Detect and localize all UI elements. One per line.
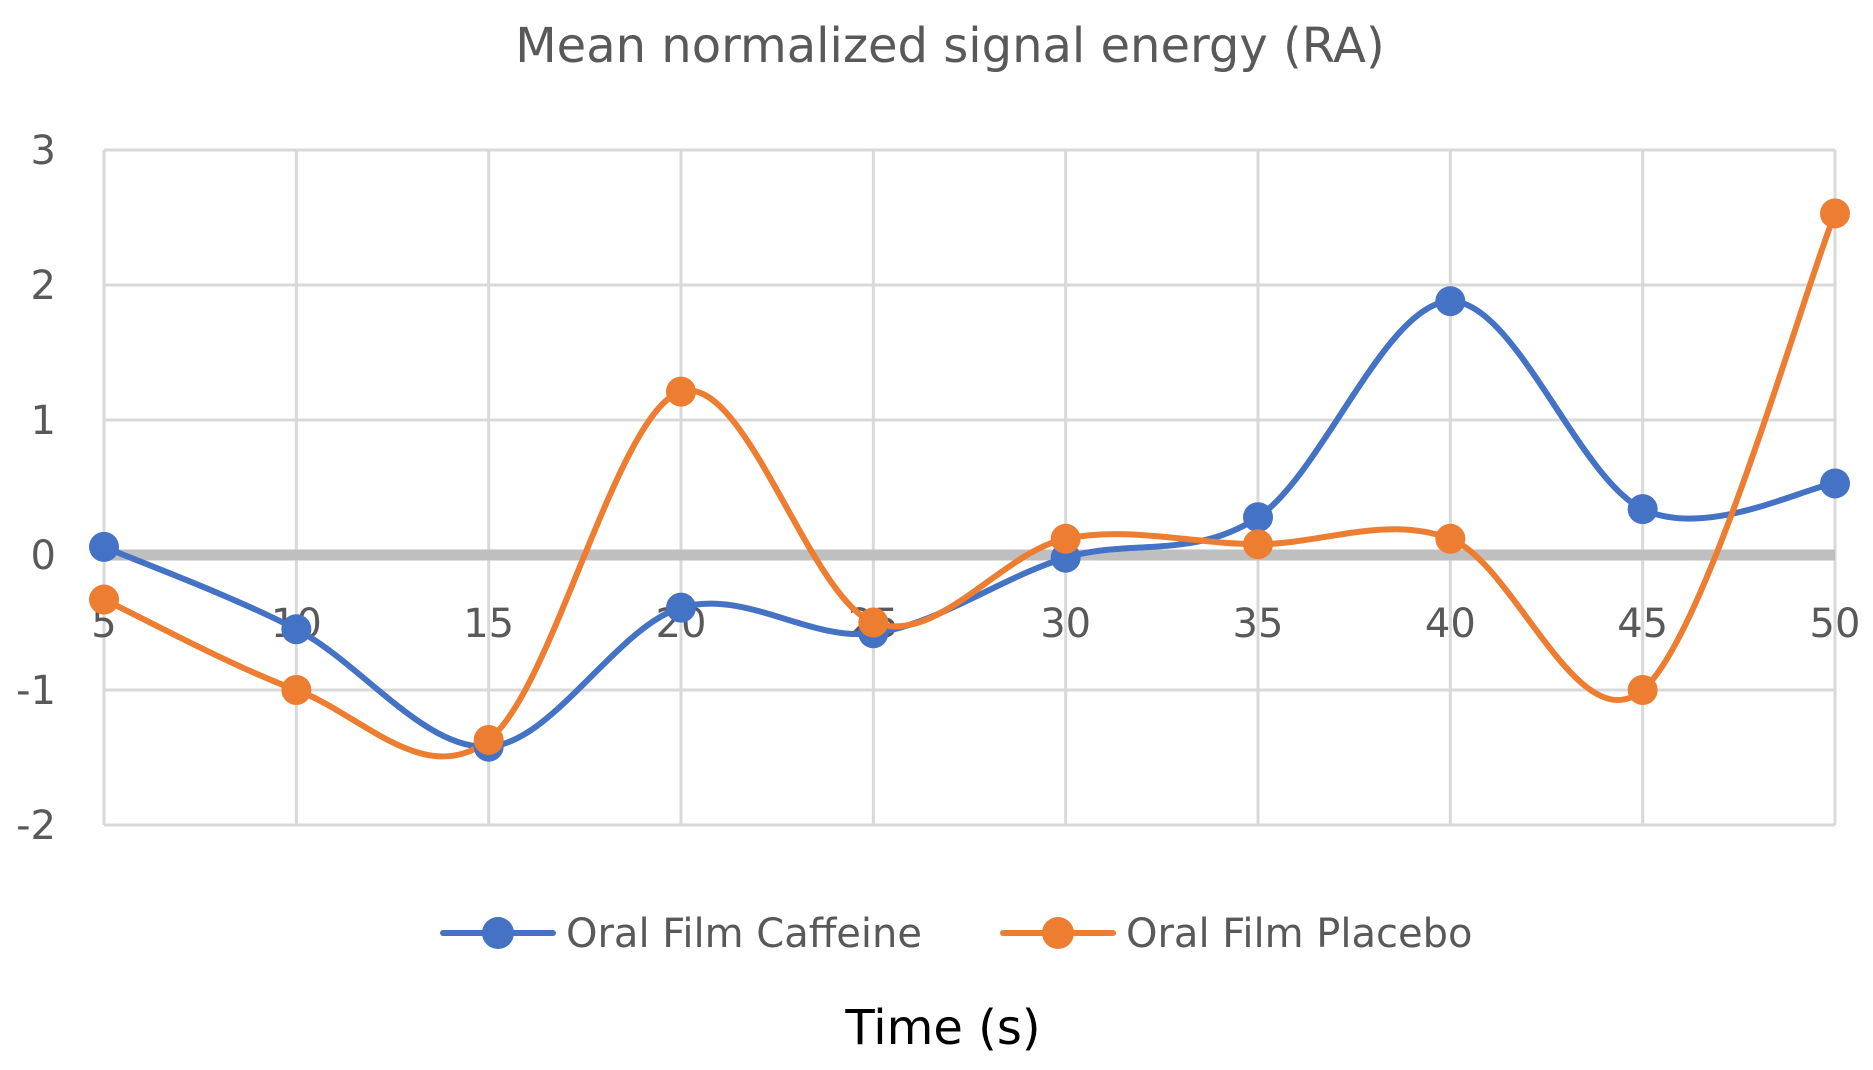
legend-label-placebo: Oral Film Placebo	[1126, 911, 1472, 957]
x-tick-label: 15	[463, 601, 514, 647]
y-tick-label: 1	[31, 398, 56, 444]
legend-item-caffeine: Oral Film Caffeine	[440, 911, 922, 957]
chart-title: Mean normalized signal energy (RA)	[515, 18, 1384, 74]
x-axis-title: Time (s)	[844, 1000, 1040, 1056]
gridlines	[102, 148, 1837, 827]
legend-item-placebo: Oral Film Placebo	[1000, 911, 1472, 957]
data-point-caffeine	[89, 531, 119, 562]
y-axis-tick-labels: 3 2 1 0 -1 -2	[16, 128, 56, 849]
x-tick-label: 35	[1233, 601, 1284, 647]
y-tick-label: -1	[16, 668, 56, 714]
series-line-placebo	[101, 210, 1838, 760]
x-tick-label: 30	[1040, 601, 1091, 647]
y-tick-label: 2	[31, 263, 56, 309]
x-tick-label: 45	[1617, 601, 1668, 647]
data-point-placebo	[89, 584, 119, 615]
data-point-placebo	[858, 607, 889, 638]
series-markers	[89, 198, 1850, 762]
y-tick-label: -2	[16, 803, 56, 849]
data-point-caffeine	[666, 592, 696, 623]
data-point-caffeine	[1820, 468, 1850, 499]
data-point-placebo	[1627, 675, 1658, 705]
legend-label-caffeine: Oral Film Caffeine	[566, 911, 922, 957]
y-tick-label: 0	[31, 533, 56, 579]
data-point-placebo	[1820, 198, 1850, 229]
legend-swatch-marker-placebo	[1042, 917, 1074, 949]
series-lines	[101, 210, 1838, 760]
data-point-caffeine	[281, 614, 312, 645]
data-point-caffeine	[1627, 494, 1658, 525]
x-tick-label: 40	[1425, 601, 1476, 647]
data-point-placebo	[281, 675, 312, 705]
legend: Oral Film Caffeine Oral Film Placebo	[440, 911, 1472, 957]
data-point-placebo	[666, 376, 696, 407]
data-point-caffeine	[1435, 286, 1466, 317]
legend-swatch-marker-caffeine	[482, 917, 514, 949]
data-point-placebo	[1243, 529, 1273, 560]
data-point-caffeine	[1243, 502, 1273, 533]
x-tick-label: 50	[1810, 601, 1861, 647]
data-point-placebo	[473, 724, 504, 755]
y-tick-label: 3	[31, 128, 56, 174]
data-point-placebo	[1435, 523, 1466, 554]
data-point-placebo	[1050, 523, 1081, 554]
series-line-caffeine	[101, 298, 1838, 750]
x-axis-tick-labels: 5101520253035404550	[91, 601, 1860, 647]
